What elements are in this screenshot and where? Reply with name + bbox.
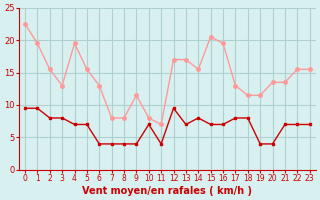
X-axis label: Vent moyen/en rafales ( km/h ): Vent moyen/en rafales ( km/h ) bbox=[82, 186, 252, 196]
